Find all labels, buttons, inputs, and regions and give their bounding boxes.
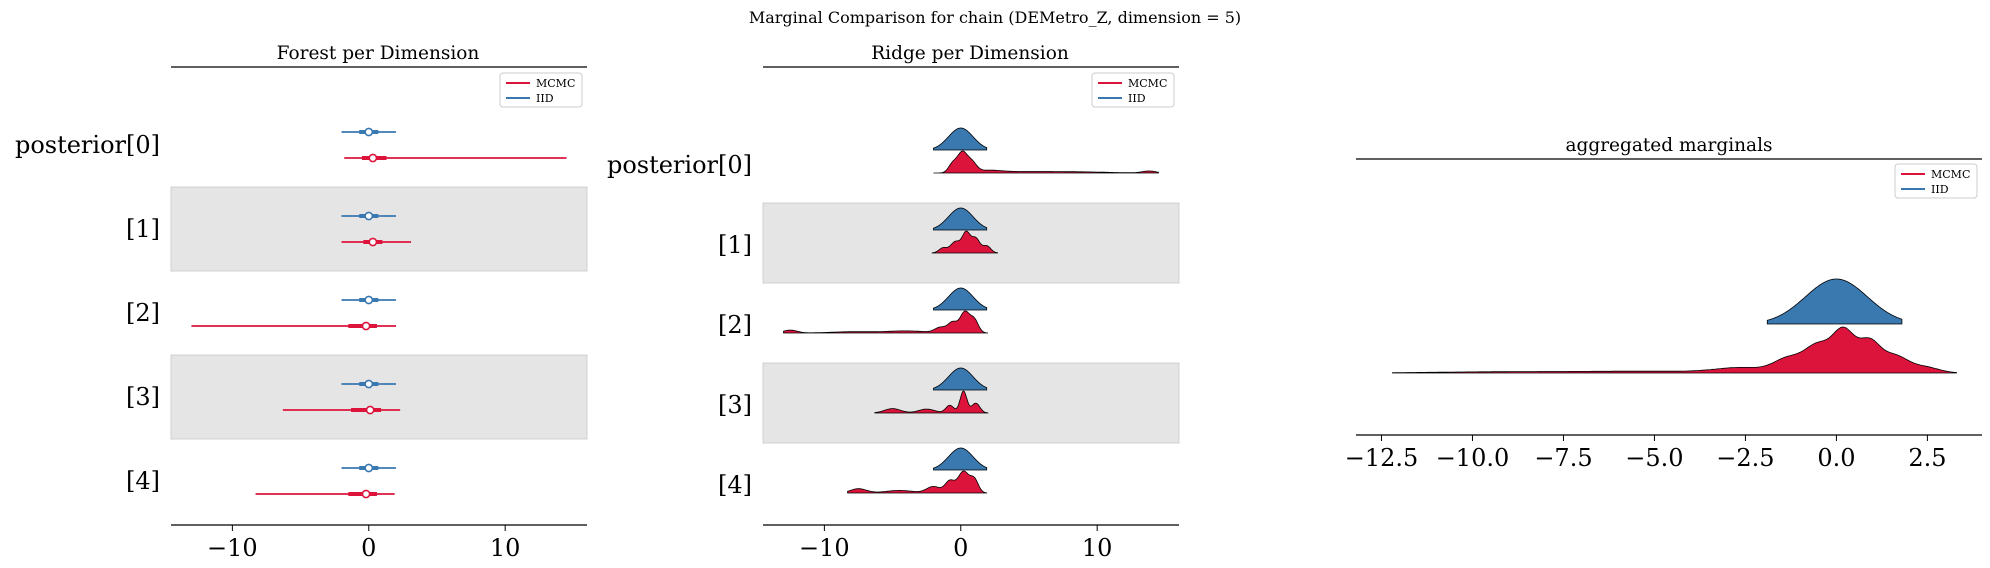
row-label: [1] — [718, 231, 752, 259]
ridge-density — [931, 230, 998, 254]
median-point — [365, 405, 375, 415]
median-point — [361, 321, 371, 331]
forest-panel: Forest per Dimension posterior[0] [1] [2] [… — [15, 43, 588, 562]
ridge-density — [1392, 326, 1957, 374]
median-point — [361, 489, 371, 499]
row-label: [3] — [718, 391, 752, 419]
ridge-density — [783, 310, 989, 334]
median-point — [364, 463, 374, 473]
x-tick-label: −12.5 — [1345, 444, 1419, 472]
median-point — [364, 295, 374, 305]
median-point — [364, 127, 374, 137]
ridge-density — [933, 287, 988, 311]
legend-label: IID — [1128, 92, 1146, 105]
row-label: [2] — [718, 311, 752, 339]
x-tick-label: 0.0 — [1817, 444, 1855, 472]
x-tick-label: 10 — [490, 534, 521, 562]
legend-label: IID — [536, 92, 554, 105]
median-point — [364, 379, 374, 389]
x-tick-label: 0 — [361, 534, 376, 562]
ridge-density — [933, 447, 988, 471]
row-label: [4] — [718, 471, 752, 499]
panel-title: Ridge per Dimension — [871, 43, 1069, 64]
panel-title: aggregated marginals — [1565, 135, 1772, 156]
row-band — [170, 354, 588, 440]
ridge-density — [933, 127, 988, 151]
aggregated-panel: aggregated marginals −12.5 −10.0 −7.5 −5.0 −… — [1345, 135, 1982, 472]
row-label: [3] — [126, 383, 160, 411]
row-label: [4] — [126, 467, 160, 495]
ridge-density — [933, 207, 988, 231]
median-point — [368, 237, 378, 247]
row-label: [1] — [126, 215, 160, 243]
ridge-density — [933, 367, 988, 391]
ridge-density — [874, 390, 989, 414]
x-tick-label: −5.0 — [1625, 444, 1683, 472]
x-tick-label: 0 — [953, 534, 968, 562]
x-tick-label: −7.5 — [1534, 444, 1592, 472]
legend-label: MCMC — [1931, 168, 1970, 181]
median-point — [368, 153, 378, 163]
legend-label: IID — [1931, 183, 1949, 196]
median-point — [364, 211, 374, 221]
ridge-density — [933, 150, 1159, 174]
x-tick-label: 2.5 — [1908, 444, 1946, 472]
row-band — [170, 186, 588, 272]
x-tick-label: −10 — [799, 534, 850, 562]
x-tick-label: −10 — [207, 534, 258, 562]
panel-title: Forest per Dimension — [277, 43, 480, 64]
row-label: posterior[0] — [607, 151, 752, 179]
legend-label: MCMC — [1128, 77, 1167, 90]
x-tick-label: −2.5 — [1716, 444, 1774, 472]
row-label: posterior[0] — [15, 131, 160, 159]
row-label: [2] — [126, 299, 160, 327]
ridge-panel: Ridge per Dimension posterior[0] [1] [2] [3… — [607, 43, 1180, 562]
ridge-density — [847, 470, 988, 494]
x-tick-label: −10.0 — [1436, 444, 1510, 472]
ridge-density — [1766, 278, 1903, 325]
x-tick-label: 10 — [1082, 534, 1113, 562]
figure-title: Marginal Comparison for chain (DEMetro_Z… — [749, 8, 1241, 27]
legend-label: MCMC — [536, 77, 575, 90]
